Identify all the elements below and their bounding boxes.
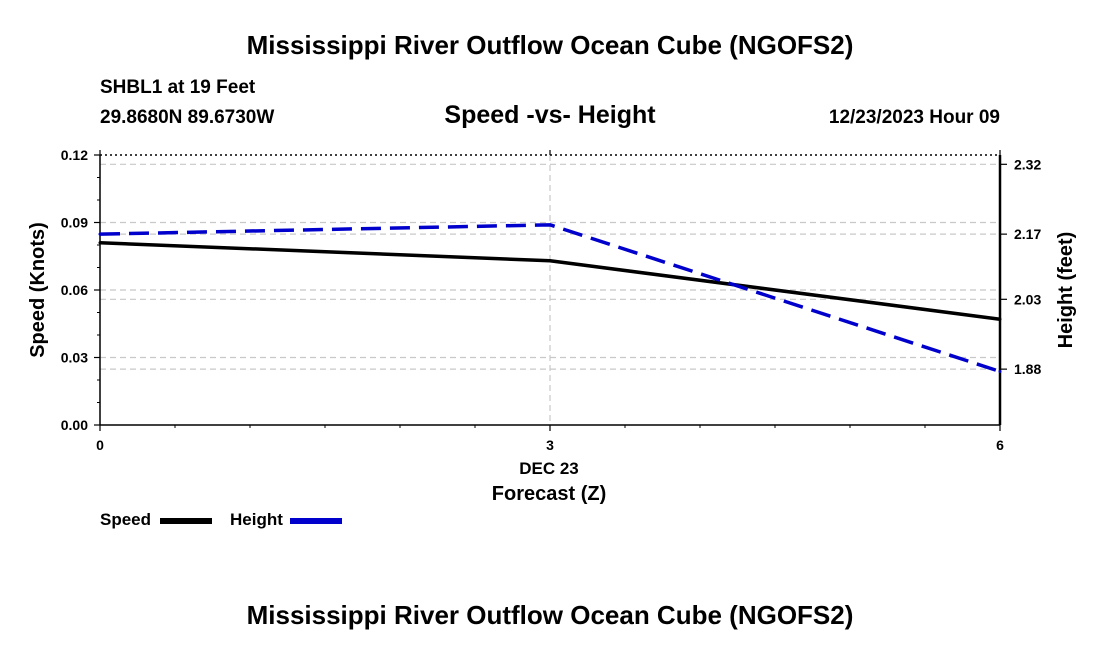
y2-tick-label: 1.88: [1014, 361, 1041, 377]
data-point-speed: [548, 259, 552, 263]
y2-axis-title: Height (feet): [1055, 232, 1077, 349]
y2-tick-label: 2.03: [1014, 291, 1041, 307]
coordinates-label: 29.8680N 89.6730W: [100, 107, 275, 128]
y-tick-label: 0.12: [61, 147, 88, 163]
y-axis-title: Speed (Knots): [27, 222, 49, 358]
tick-labels: 0.00 0.03 0.06 0.09 0.12 1.88 2.03 2.17 2.32 0 3 6: [61, 147, 1042, 453]
y-tick-label: 0.03: [61, 350, 88, 366]
data-point-speed: [98, 241, 102, 245]
chart-title: Mississippi River Outflow Ocean Cube (NG…: [246, 30, 854, 60]
x-date-label: DEC 23: [519, 459, 579, 478]
datetime-label: 12/23/2023 Hour 09: [828, 107, 1000, 128]
legend-speed-label: Speed: [100, 510, 152, 529]
grid-lines: [100, 155, 1000, 425]
chart-subtitle: Speed -vs- Height: [444, 101, 656, 129]
tick-marks: [94, 150, 1007, 431]
footer-title: Mississippi River Outflow Ocean Cube (NG…: [246, 600, 854, 630]
x-axis-title: Forecast (Z): [492, 483, 606, 505]
x-tick-label: 6: [996, 437, 1004, 453]
data-point-height: [548, 223, 552, 227]
y-tick-label: 0.09: [61, 215, 88, 231]
legend-speed-swatch: [160, 518, 212, 524]
data-point-height: [98, 232, 102, 236]
y-tick-label: 0.00: [61, 417, 88, 433]
station-label: SHBL1 at 19 Feet: [100, 77, 256, 98]
legend-height-label: Height: [230, 510, 283, 529]
y-tick-label: 0.06: [61, 282, 88, 298]
data-point-height: [998, 369, 1002, 373]
x-tick-label: 3: [546, 437, 554, 453]
series: [98, 223, 1002, 374]
x-tick-label: 0: [96, 437, 104, 453]
data-point-speed: [998, 317, 1002, 321]
y2-tick-label: 2.32: [1014, 156, 1041, 172]
y2-tick-label: 2.17: [1014, 226, 1041, 242]
legend-height-swatch: [290, 518, 342, 524]
